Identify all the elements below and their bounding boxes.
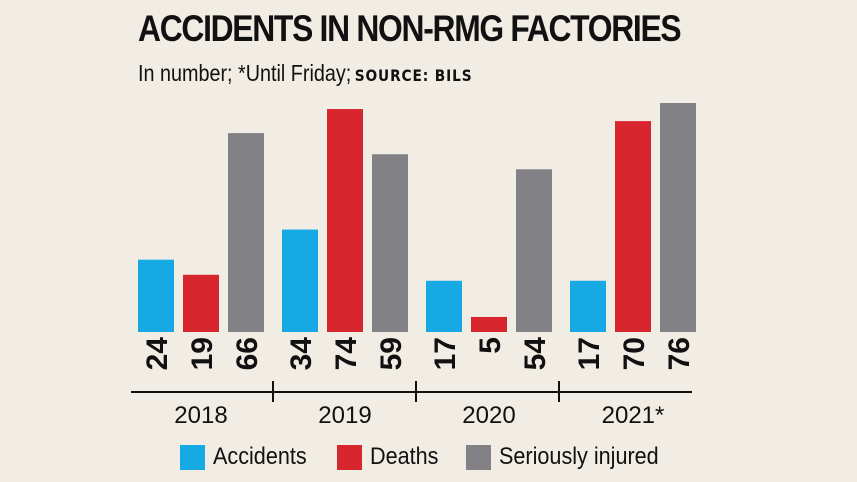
bar-deaths-2021 bbox=[615, 121, 651, 332]
bar-accidents-2020 bbox=[426, 280, 462, 332]
legend-item-deaths: Deaths bbox=[337, 443, 446, 471]
bar-seriously-injured-2019 bbox=[372, 154, 408, 332]
chart-title: ACCIDENTS IN NON-RMG FACTORIES bbox=[138, 8, 682, 49]
legend-swatch-deaths bbox=[337, 444, 363, 470]
legend-label-accidents: Accidents bbox=[213, 443, 307, 470]
bar-deaths-2018 bbox=[183, 274, 219, 332]
x-tick-label: 2021* bbox=[602, 402, 665, 429]
x-tick-label: 2018 bbox=[174, 402, 227, 429]
data-label: 74 bbox=[330, 337, 363, 371]
bar-accidents-2018 bbox=[138, 259, 174, 332]
legend-label-injured: Seriously injured bbox=[499, 443, 659, 470]
bar-deaths-2020 bbox=[471, 316, 507, 332]
data-label: 17 bbox=[573, 337, 606, 370]
x-tick-label: 2020 bbox=[462, 402, 515, 429]
data-label: 59 bbox=[375, 337, 408, 370]
x-tick-label: 2019 bbox=[318, 402, 371, 429]
chart-subtitle: In number; *Until Friday; SOURCE: BILS bbox=[138, 60, 472, 87]
bar-seriously-injured-2021 bbox=[660, 103, 696, 332]
source-credit: SOURCE: BILS bbox=[354, 66, 473, 85]
legend-item-injured: Seriously injured bbox=[466, 443, 676, 471]
data-label: 76 bbox=[663, 337, 696, 370]
data-label: 70 bbox=[618, 337, 651, 370]
data-label: 5 bbox=[474, 337, 507, 354]
data-label: 17 bbox=[429, 337, 462, 370]
legend-item-accidents: Accidents bbox=[180, 443, 317, 471]
data-label: 34 bbox=[285, 337, 318, 371]
data-label: 66 bbox=[231, 337, 264, 370]
bar-accidents-2019 bbox=[282, 229, 318, 332]
legend-swatch-accidents bbox=[180, 444, 205, 470]
data-label: 24 bbox=[141, 337, 174, 371]
chart-legend: Accidents Deaths Seriously injured bbox=[180, 443, 697, 471]
data-label: 19 bbox=[186, 337, 219, 370]
legend-swatch-injured bbox=[466, 444, 492, 470]
legend-label-deaths: Deaths bbox=[370, 443, 439, 470]
subtitle-text: In number; *Until Friday; bbox=[138, 60, 352, 86]
bar-seriously-injured-2018 bbox=[228, 133, 264, 332]
data-label: 54 bbox=[519, 337, 552, 371]
bar-chart: 24 19 66 2018 34 74 59 2019 17 5 54 2020 17 70 76 2021* bbox=[131, 103, 696, 429]
bar-seriously-injured-2020 bbox=[516, 169, 552, 332]
bar-deaths-2019 bbox=[327, 109, 363, 333]
bar-accidents-2021 bbox=[570, 280, 606, 332]
